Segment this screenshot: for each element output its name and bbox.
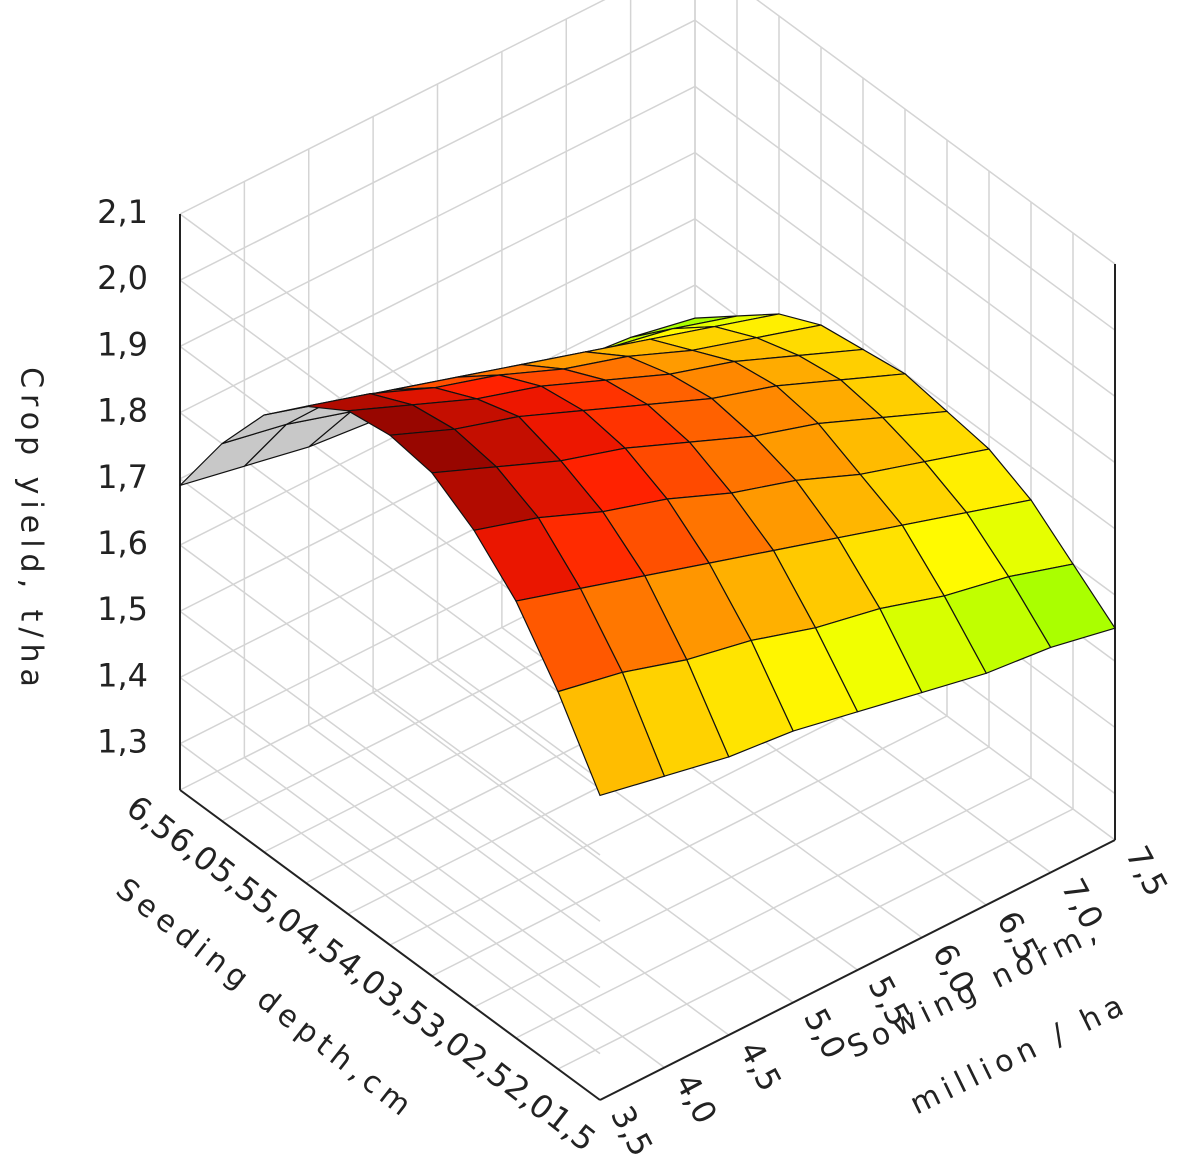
floor-grid-line <box>437 659 858 971</box>
z-tick-label: 1,5 <box>97 590 148 628</box>
wall-grid-line <box>179 478 601 790</box>
wall-grid-line <box>179 19 696 281</box>
floor-grid-line <box>243 756 665 1069</box>
floor-grid-line <box>308 724 730 1036</box>
axis-line <box>599 839 1116 1101</box>
wall-grid-line <box>179 544 601 856</box>
z-tick-label: 1,4 <box>97 656 148 694</box>
y-tick-label: 4,0 <box>667 1067 724 1130</box>
wall-grid-line <box>179 676 601 989</box>
surface-cell <box>557 671 666 797</box>
z-tick-label: 2,1 <box>97 193 148 231</box>
y-tick-label: 7,0 <box>1054 872 1111 935</box>
y-tick-label: 5,0 <box>796 1002 853 1065</box>
y-tick-label: 7,5 <box>1118 840 1175 903</box>
y-tick-label: 4,5 <box>732 1035 789 1098</box>
z-tick-label: 1,7 <box>97 458 148 496</box>
z-tick-label: 1,8 <box>97 392 148 430</box>
wall-grid-line <box>756 0 1116 265</box>
z-axis-title: Crop yield, t/ha <box>14 367 49 693</box>
axis-line <box>179 789 601 1101</box>
wall-grid-line <box>179 610 601 922</box>
wall-grid-line <box>694 85 1116 398</box>
z-tick-label: 1,3 <box>97 723 148 761</box>
floor-grid-line <box>372 691 794 1004</box>
wall-grid-line <box>694 152 1116 464</box>
wall-grid-line <box>179 151 696 414</box>
y-tick-label: 3,5 <box>603 1100 660 1154</box>
wall-grid-line <box>694 19 1116 331</box>
z-tick-label: 2,0 <box>97 259 148 297</box>
z-tick-label: 1,9 <box>97 325 148 363</box>
wall-grid-line <box>179 0 606 215</box>
z-tick-label: 1,6 <box>97 524 148 562</box>
wall-grid-line <box>179 85 696 348</box>
wall-grid-line <box>179 743 601 1055</box>
